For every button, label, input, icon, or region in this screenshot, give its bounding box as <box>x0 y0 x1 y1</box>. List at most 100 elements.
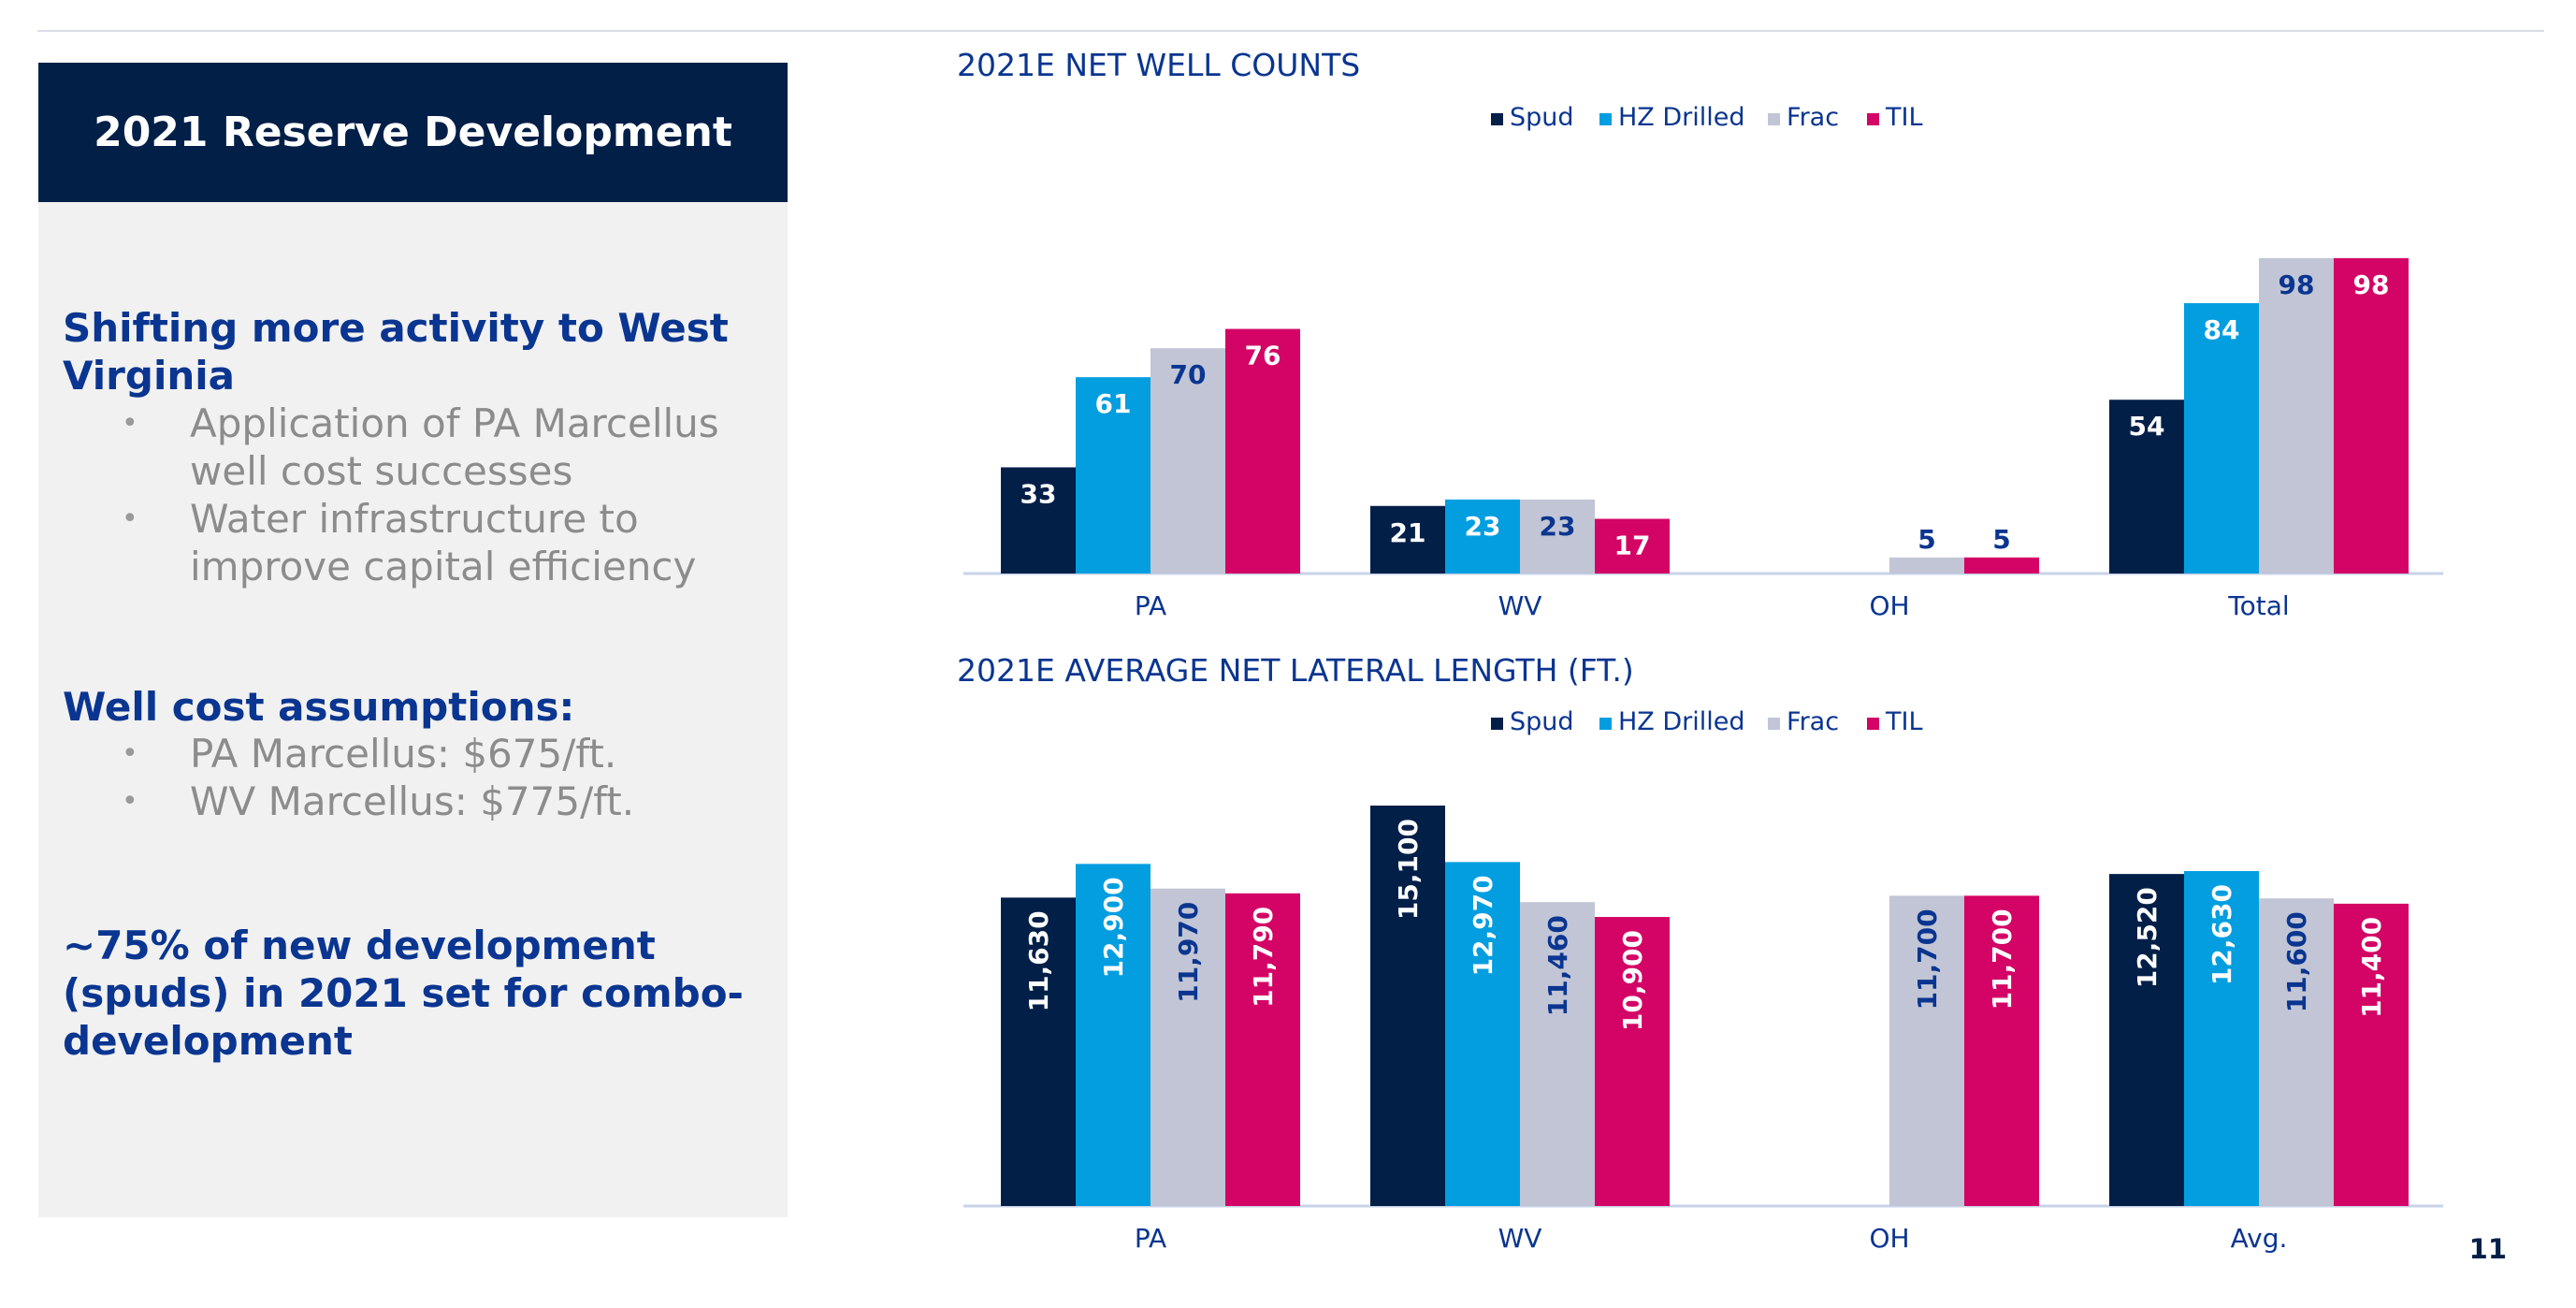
legend-swatch <box>1491 718 1503 730</box>
well-cost-bullet-list: PA Marcellus: $675/ft. WV Marcellus: $77… <box>122 730 758 825</box>
bar-frac-wv <box>1520 902 1595 1206</box>
data-label-frac-total: 98 <box>2279 269 2315 300</box>
top-divider <box>37 30 2544 32</box>
x-tick-label-total: Total <box>2227 590 2289 621</box>
bar-spud-pa <box>1001 467 1076 574</box>
legend-label: TIL <box>1885 707 1923 736</box>
legend-item-hz-drilled: HZ Drilled <box>1599 707 1745 736</box>
bar-til-oh <box>1964 557 2039 574</box>
bar-frac-avg <box>2259 898 2334 1206</box>
bar-spud-wv <box>1370 505 1445 574</box>
chart-title-lateral-length: 2021E AVERAGE NET LATERAL LENGTH (FT.) <box>957 652 1634 689</box>
data-label-spud-total: 54 <box>2129 411 2165 442</box>
x-tick-label-avg: Avg. <box>2231 1223 2288 1254</box>
data-label-til-oh: 11,700 <box>1987 908 2018 1010</box>
bar-frac-oh <box>1889 557 1964 574</box>
data-label-spud-wv: 21 <box>1390 517 1426 548</box>
legend-item-til: TIL <box>1867 707 1923 736</box>
x-tick-label-pa: PA <box>1135 590 1166 621</box>
bar-frac-oh <box>1889 895 1964 1206</box>
legend-label: TIL <box>1885 103 1923 132</box>
data-label-spud-pa: 11,630 <box>1023 910 1054 1011</box>
data-label-hz-drilled-total: 84 <box>2204 314 2240 345</box>
bar-til-pa <box>1225 328 1300 574</box>
bar-spud-avg <box>2109 874 2184 1206</box>
legend-item-frac: Frac <box>1768 707 1839 736</box>
bar-til-oh <box>1964 895 2039 1206</box>
legend-item-frac: Frac <box>1768 103 1839 132</box>
legend-swatch <box>1599 718 1612 730</box>
legend-label: Frac <box>1787 707 1839 736</box>
left-panel <box>38 63 788 1217</box>
bar-hz-drilled-total <box>2184 303 2259 574</box>
legend-swatch <box>1491 113 1503 125</box>
bar-frac-total <box>2259 257 2334 574</box>
legend-swatch <box>1867 718 1879 730</box>
legend-swatch <box>1867 113 1879 125</box>
section-heading-combo-development: ~75% of new development (spuds) in 2021 … <box>63 923 744 1064</box>
x-tick-label-pa: PA <box>1135 1223 1166 1254</box>
data-label-spud-avg: 12,520 <box>2132 887 2163 988</box>
x-tick-label-oh: OH <box>1869 1223 1909 1254</box>
legend-label: Frac <box>1787 103 1839 132</box>
data-label-frac-wv: 11,460 <box>1542 915 1573 1016</box>
data-label-hz-drilled-wv: 23 <box>1465 511 1501 542</box>
page-number: 11 <box>2468 1233 2507 1265</box>
bullet-item: Application of PA Marcellus well cost su… <box>122 400 758 495</box>
data-label-til-pa: 76 <box>1245 341 1281 371</box>
bar-frac-pa <box>1151 348 1225 574</box>
bar-hz-drilled-pa <box>1076 864 1151 1206</box>
bullet-item: WV Marcellus: $775/ft. <box>122 778 758 825</box>
legend-item-hz-drilled: HZ Drilled <box>1599 103 1745 132</box>
data-label-til-pa: 11,790 <box>1248 907 1279 1008</box>
well-counts-chart: Spud HZ Drilled Frac TIL PA 33 61 70 76 WV 21 23 23 1… <box>963 103 2443 621</box>
bar-spud-total <box>2109 400 2184 574</box>
bar-til-total <box>2334 257 2409 574</box>
data-label-hz-drilled-pa: 12,900 <box>1098 877 1129 978</box>
legend-item-spud: Spud <box>1491 707 1574 736</box>
legend-swatch <box>1768 113 1780 125</box>
lateral-length-chart: Spud HZ Drilled Frac TIL PA 11,630 12,900 11,97… <box>963 707 2443 1254</box>
bar-spud-wv <box>1370 806 1445 1206</box>
data-label-frac-pa: 70 <box>1170 359 1207 390</box>
data-label-til-total: 98 <box>2353 269 2390 300</box>
legend-swatch <box>1768 718 1780 730</box>
section-heading-west-virginia: Shifting more activity to West Virginia <box>63 305 729 399</box>
data-label-hz-drilled-wv: 12,970 <box>1468 875 1498 976</box>
legend-item-til: TIL <box>1867 103 1923 132</box>
bar-frac-wv <box>1520 499 1595 574</box>
section-heading-well-cost: Well cost assumptions: <box>63 684 575 730</box>
legend-swatch <box>1599 113 1612 125</box>
legend-item-spud: Spud <box>1491 103 1574 132</box>
data-label-til-oh: 5 <box>1992 524 2010 555</box>
bar-til-avg <box>2334 903 2409 1206</box>
bar-hz-drilled-pa <box>1076 377 1151 574</box>
bar-til-pa <box>1225 893 1300 1206</box>
data-label-hz-drilled-pa: 61 <box>1095 388 1132 419</box>
data-label-til-avg: 11,400 <box>2356 917 2387 1018</box>
bar-til-wv <box>1595 518 1670 574</box>
data-label-spud-wv: 15,100 <box>1393 819 1424 920</box>
data-label-frac-oh: 11,700 <box>1912 908 1943 1010</box>
data-label-til-wv: 17 <box>1614 530 1651 561</box>
bullet-item: Water infrastructure to improve capital … <box>122 495 758 590</box>
x-tick-label-wv: WV <box>1498 1223 1542 1254</box>
bar-frac-pa <box>1151 888 1225 1206</box>
data-label-frac-oh: 5 <box>1918 524 1935 555</box>
bar-hz-drilled-wv <box>1445 499 1520 574</box>
x-tick-label-oh: OH <box>1869 590 1909 621</box>
data-label-spud-pa: 33 <box>1020 478 1057 509</box>
bar-hz-drilled-wv <box>1445 862 1520 1206</box>
data-label-frac-avg: 11,600 <box>2281 911 2312 1012</box>
panel-header: 2021 Reserve Development <box>38 63 788 202</box>
legend-label: Spud <box>1510 103 1574 132</box>
bar-spud-pa <box>1001 897 1076 1206</box>
data-label-hz-drilled-avg: 12,630 <box>2207 884 2237 985</box>
bar-til-wv <box>1595 917 1670 1206</box>
chart-title-well-counts: 2021E NET WELL COUNTS <box>957 47 1361 83</box>
legend-label: Spud <box>1510 707 1574 736</box>
data-label-til-wv: 10,900 <box>1617 930 1648 1031</box>
data-label-frac-wv: 23 <box>1540 511 1576 542</box>
legend-label: HZ Drilled <box>1618 103 1745 132</box>
data-label-frac-pa: 11,970 <box>1173 902 1204 1003</box>
